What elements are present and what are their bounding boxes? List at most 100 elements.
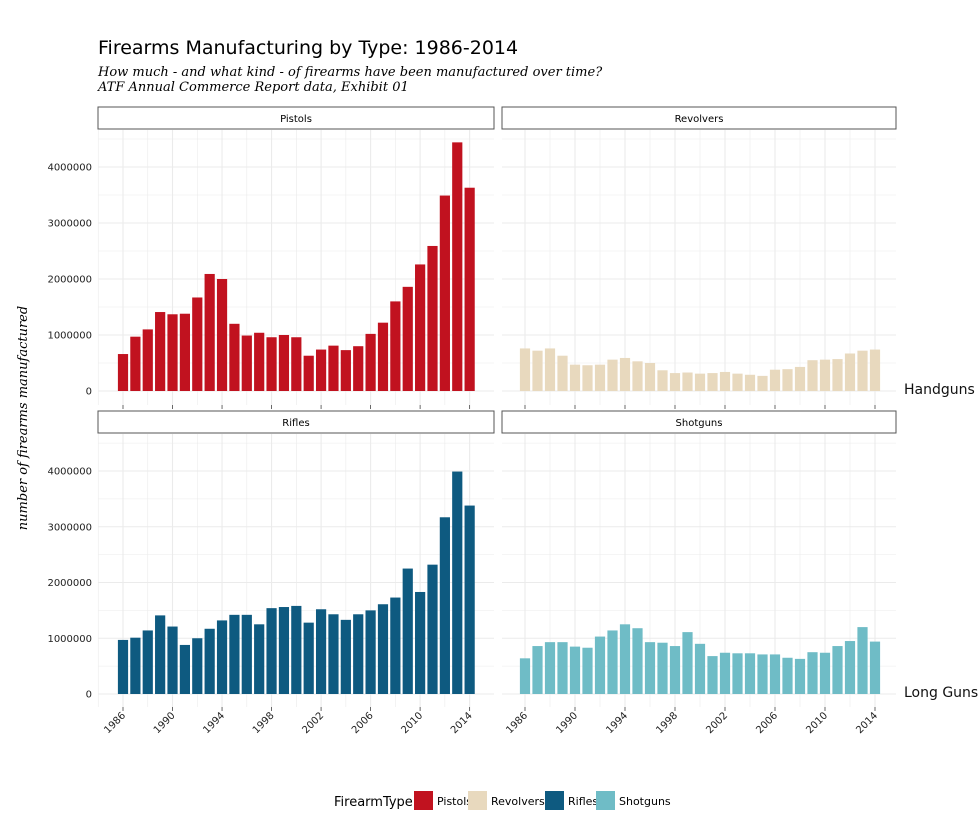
strip-revolvers — [501, 106, 897, 130]
strip-label-rifles: Rifles — [282, 418, 309, 429]
bar-pistols-2014 — [464, 187, 475, 391]
strip-label-shotguns: Shotguns — [676, 418, 723, 429]
y-tick-label: 2000000 — [47, 275, 92, 286]
bar-shotguns-2010 — [819, 652, 831, 694]
bar-shotguns-2009 — [807, 652, 818, 694]
bar-rifles-1987 — [130, 637, 141, 694]
bar-pistols-2013 — [452, 142, 463, 391]
bar-rifles-1998 — [266, 608, 277, 694]
x-tick-label: 1998 — [251, 710, 277, 736]
panels-layer: Pistols 0 1000000 2000000 3000000 4000000 Revo… — [47, 106, 978, 736]
bar-rifles-2004 — [340, 619, 351, 694]
bar-pistols-1987 — [130, 336, 141, 391]
bar-rifles-1996 — [241, 614, 252, 694]
x-tick-label: 1986 — [504, 710, 530, 736]
bar-shotguns-1998 — [669, 646, 681, 694]
x-tick-label: 1990 — [554, 710, 580, 736]
x-tick-label: 1994 — [604, 710, 630, 736]
bar-revolvers-1987 — [532, 350, 543, 391]
bar-rifles-1999 — [278, 607, 290, 694]
bar-pistols-2002 — [315, 349, 327, 391]
legend: FirearmType Pistols Revolvers Rifles Shotgun… — [334, 791, 671, 810]
legend-key-revolvers — [468, 791, 487, 810]
legend-label-shotguns: Shotguns — [619, 795, 671, 808]
bar-shotguns-1988 — [544, 642, 556, 694]
bar-rifles-2002 — [315, 609, 327, 694]
bar-rifles-2011 — [427, 564, 438, 694]
y-tick-label: 1000000 — [47, 634, 92, 645]
bar-shotguns-1989 — [557, 642, 568, 694]
bar-shotguns-1999 — [682, 632, 693, 694]
bar-shotguns-2004 — [744, 653, 756, 694]
bar-rifles-2013 — [452, 471, 463, 694]
bar-pistols-1989 — [155, 312, 166, 391]
bars-rifles — [117, 471, 475, 694]
y-tick-label: 4000000 — [47, 163, 92, 174]
row-label-handguns: Handguns — [904, 382, 975, 398]
legend-key-rifles — [545, 791, 564, 810]
bar-rifles-1990 — [167, 626, 178, 694]
bar-pistols-2012 — [439, 195, 450, 391]
bar-pistols-2003 — [328, 345, 339, 391]
bar-revolvers-2006 — [769, 369, 781, 391]
bar-shotguns-2002 — [719, 652, 731, 694]
bar-shotguns-2000 — [694, 643, 706, 694]
bar-pistols-1986 — [117, 354, 129, 391]
bar-pistols-2010 — [415, 264, 426, 391]
bar-pistols-1995 — [229, 323, 240, 391]
bar-revolvers-2009 — [807, 360, 818, 391]
bar-rifles-2007 — [377, 604, 389, 694]
bar-pistols-1997 — [254, 332, 265, 391]
bar-shotguns-1994 — [619, 624, 631, 694]
bar-revolvers-2007 — [782, 369, 793, 391]
x-tick-label: 1990 — [152, 710, 178, 736]
x-tick-label: 2014 — [854, 710, 880, 736]
bar-revolvers-2013 — [857, 350, 868, 391]
y-tick-label: 1000000 — [47, 331, 92, 342]
bar-rifles-1995 — [229, 614, 240, 694]
bar-shotguns-2012 — [844, 641, 856, 694]
y-tick-label: 2000000 — [47, 578, 92, 589]
bar-pistols-2008 — [390, 301, 401, 391]
bar-pistols-2000 — [291, 337, 302, 391]
bar-pistols-2011 — [427, 245, 438, 391]
legend-label-rifles: Rifles — [568, 795, 598, 808]
bar-revolvers-1999 — [682, 372, 693, 391]
chart-title: Firearms Manufacturing by Type: 1986-201… — [98, 37, 518, 59]
bar-pistols-1988 — [142, 329, 153, 391]
bar-pistols-2007 — [377, 322, 389, 391]
bar-rifles-2009 — [402, 568, 413, 694]
bar-rifles-1994 — [216, 620, 228, 694]
bar-revolvers-1986 — [519, 348, 531, 391]
bar-pistols-1996 — [241, 335, 252, 391]
strip-shotguns — [501, 410, 897, 434]
strip-label-revolvers: Revolvers — [675, 114, 724, 125]
x-tick-label: 1986 — [102, 710, 128, 736]
bar-rifles-2000 — [291, 605, 302, 694]
bars-pistols — [117, 142, 475, 391]
bar-rifles-1989 — [155, 615, 166, 694]
y-tick-label: 3000000 — [47, 522, 92, 533]
bar-revolvers-2000 — [694, 373, 706, 391]
bar-rifles-1993 — [204, 628, 215, 694]
row-label-long-guns: Long Guns — [904, 685, 978, 701]
bars-revolvers — [519, 348, 881, 391]
bar-revolvers-2005 — [757, 375, 768, 391]
bar-rifles-2010 — [415, 591, 426, 694]
chart-subtitle-line-1: How much - and what kind - of firearms h… — [97, 65, 603, 80]
legend-key-shotguns — [596, 791, 615, 810]
bar-shotguns-2006 — [769, 654, 781, 694]
x-tick-label: 2006 — [350, 710, 376, 736]
bar-rifles-2008 — [390, 597, 401, 694]
strip-label-pistols: Pistols — [280, 114, 312, 125]
legend-label-revolvers: Revolvers — [491, 795, 545, 808]
panel-pistols: Pistols 0 1000000 2000000 3000000 4000000 — [47, 106, 495, 409]
bar-revolvers-2002 — [719, 371, 731, 391]
bar-pistols-1990 — [167, 314, 178, 391]
bar-pistols-2004 — [340, 350, 351, 391]
y-tick-label: 0 — [86, 690, 92, 701]
bar-shotguns-1990 — [569, 646, 581, 694]
bar-rifles-2014 — [464, 505, 475, 694]
panel-shotguns: Shotguns 1986 1990 1994 1998 2002 2006 2010 2014… — [501, 410, 978, 736]
